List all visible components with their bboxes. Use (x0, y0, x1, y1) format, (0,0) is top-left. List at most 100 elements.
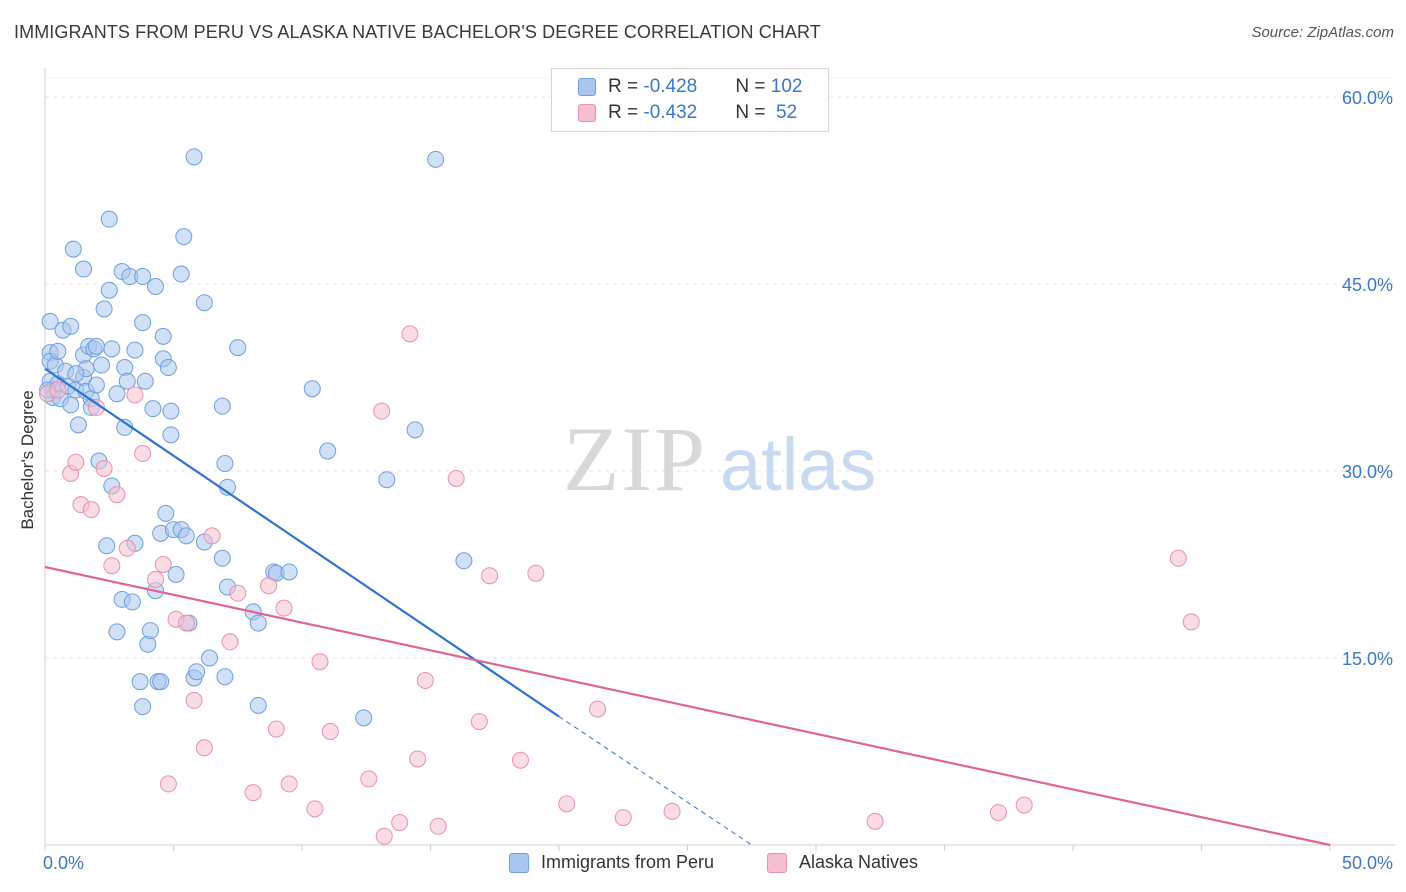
data-point (203, 527, 221, 545)
data-point (249, 696, 267, 714)
data-point (154, 327, 172, 345)
data-point (321, 723, 339, 741)
data-point (108, 385, 126, 403)
data-point (87, 376, 105, 394)
data-point (409, 750, 427, 768)
legend-swatch-peru (578, 78, 596, 96)
data-point (267, 720, 285, 738)
series-immigrants-from-peru (39, 148, 473, 727)
data-point (511, 751, 529, 769)
r-label: R = (608, 76, 644, 97)
data-point (141, 622, 159, 640)
data-point (82, 501, 100, 519)
data-point (172, 265, 190, 283)
n-value: 52 (770, 102, 798, 123)
data-point (103, 557, 121, 575)
data-point (134, 445, 152, 463)
legend-swatch-alaska (578, 104, 596, 122)
data-point (126, 386, 144, 404)
data-point (139, 635, 157, 653)
data-point (614, 809, 632, 827)
data-point (213, 397, 231, 415)
data-point (427, 150, 445, 168)
data-point (177, 527, 195, 545)
data-point (455, 552, 473, 570)
x-tick-label: 50.0% (1342, 853, 1393, 873)
data-point (157, 504, 175, 522)
gridlines (45, 77, 1395, 659)
data-point (416, 671, 434, 689)
data-point (589, 700, 607, 718)
data-point (373, 402, 391, 420)
r-value: -0.432 (643, 102, 698, 123)
data-point (319, 442, 337, 460)
data-point (62, 396, 80, 414)
data-point (216, 455, 234, 473)
data-point (275, 599, 293, 617)
data-point (355, 709, 373, 727)
series-alaska-natives (39, 325, 1200, 845)
data-point (195, 739, 213, 757)
data-point (49, 381, 67, 399)
data-point (213, 549, 231, 567)
data-point (1015, 796, 1033, 814)
data-point (134, 314, 152, 332)
data-point (87, 337, 105, 355)
data-point (64, 240, 82, 258)
data-point (391, 814, 409, 832)
data-point (41, 312, 59, 330)
data-point (249, 614, 267, 632)
data-point (558, 795, 576, 813)
data-point (162, 402, 180, 420)
data-point (195, 294, 213, 312)
trend-line-extension-0 (558, 716, 753, 846)
r-label: R = (608, 102, 644, 123)
data-point (470, 713, 488, 731)
data-point (216, 668, 234, 686)
data-point (360, 770, 378, 788)
data-point (100, 281, 118, 299)
chart-title: IMMIGRANTS FROM PERU VS ALASKA NATIVE BA… (14, 22, 821, 42)
data-point (185, 691, 203, 709)
data-point (131, 673, 149, 691)
legend-label-alaska: Alaska Natives (799, 852, 919, 872)
data-point (100, 210, 118, 228)
data-point (134, 698, 152, 716)
y-tick-label: 60.0% (1342, 88, 1393, 108)
data-point (375, 827, 393, 845)
data-point (1182, 613, 1200, 631)
data-point (95, 300, 113, 318)
data-point (229, 339, 247, 357)
data-point (260, 577, 278, 595)
y-axis-label: Bachelor's Degree (18, 390, 37, 529)
data-point (87, 398, 105, 416)
data-point (118, 539, 136, 557)
data-point (103, 340, 121, 358)
n-label: N = (735, 76, 771, 97)
data-point (185, 148, 203, 166)
n-value: 102 (770, 76, 803, 97)
data-point (244, 784, 262, 802)
data-point (280, 563, 298, 581)
tick-labels: 15.0% 30.0% 45.0% 60.0% 0.0% 50.0% (43, 88, 1393, 873)
data-point (75, 260, 93, 278)
axes (44, 68, 1395, 851)
y-tick-label: 45.0% (1342, 275, 1393, 295)
data-point (93, 356, 111, 374)
data-point (162, 426, 180, 444)
data-point (134, 268, 152, 286)
data-point (175, 228, 193, 246)
data-point (406, 421, 424, 439)
series-legend: Immigrants from Peru Alaska Natives (0, 852, 1406, 876)
data-point (221, 633, 239, 651)
legend-row-alaska: R = -0.432 N = 52 (552, 100, 797, 126)
data-point (663, 802, 681, 820)
data-point (303, 380, 321, 398)
data-point (152, 673, 170, 691)
source-label: Source: ZipAtlas.com (1251, 24, 1394, 41)
data-point (306, 800, 324, 818)
data-point (866, 812, 884, 830)
data-point (108, 486, 126, 504)
data-point (378, 471, 396, 489)
data-point (311, 653, 329, 671)
